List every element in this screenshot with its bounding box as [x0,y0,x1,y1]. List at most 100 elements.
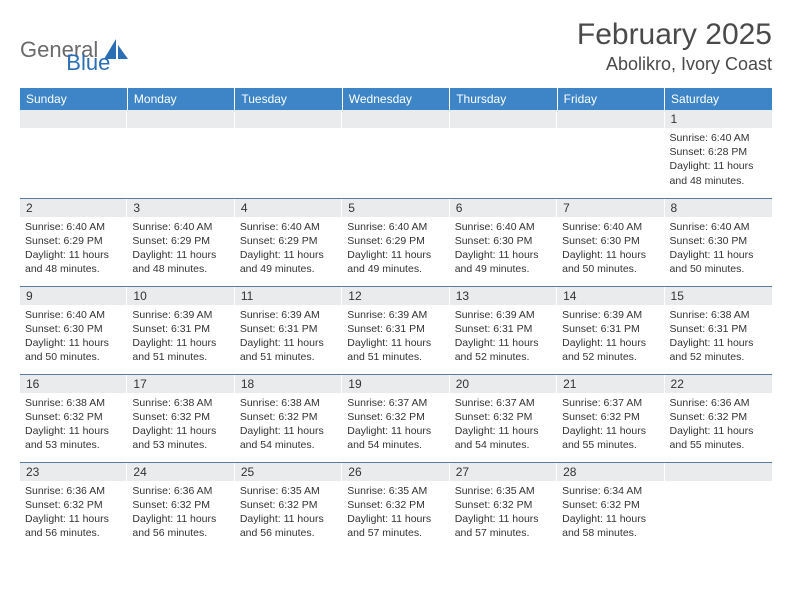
sunset-text: Sunset: 6:32 PM [562,498,659,512]
day-number: 26 [342,463,449,481]
day-details: Sunrise: 6:40 AMSunset: 6:30 PMDaylight:… [450,217,557,279]
sunrise-text: Sunrise: 6:38 AM [25,396,122,410]
day-details: Sunrise: 6:39 AMSunset: 6:31 PMDaylight:… [235,305,342,367]
sunrise-text: Sunrise: 6:37 AM [455,396,552,410]
day-details: Sunrise: 6:40 AMSunset: 6:29 PMDaylight:… [20,217,127,279]
daylight-text: Daylight: 11 hours and 49 minutes. [240,248,337,276]
day-details: Sunrise: 6:40 AMSunset: 6:30 PMDaylight:… [20,305,127,367]
sunset-text: Sunset: 6:31 PM [347,322,444,336]
day-number [342,110,449,128]
day-number [557,110,664,128]
day-number: 15 [665,287,772,305]
calendar-cell: 16Sunrise: 6:38 AMSunset: 6:32 PMDayligh… [20,374,127,462]
title-block: February 2025 Abolikro, Ivory Coast [577,18,772,75]
sunset-text: Sunset: 6:32 PM [455,410,552,424]
daylight-text: Daylight: 11 hours and 58 minutes. [562,512,659,540]
brand-text-2: Blue [66,50,110,76]
dayhead-mon: Monday [127,88,234,110]
sunset-text: Sunset: 6:31 PM [132,322,229,336]
calendar-cell: 25Sunrise: 6:35 AMSunset: 6:32 PMDayligh… [235,462,342,550]
sunrise-text: Sunrise: 6:40 AM [562,220,659,234]
day-number: 12 [342,287,449,305]
day-details: Sunrise: 6:40 AMSunset: 6:29 PMDaylight:… [235,217,342,279]
calendar-cell [557,110,664,198]
page-header: General Blue February 2025 Abolikro, Ivo… [20,18,772,76]
calendar-cell: 20Sunrise: 6:37 AMSunset: 6:32 PMDayligh… [450,374,557,462]
daylight-text: Daylight: 11 hours and 50 minutes. [562,248,659,276]
day-details: Sunrise: 6:37 AMSunset: 6:32 PMDaylight:… [450,393,557,455]
sunset-text: Sunset: 6:29 PM [347,234,444,248]
sunset-text: Sunset: 6:32 PM [25,410,122,424]
sunset-text: Sunset: 6:31 PM [455,322,552,336]
sunrise-text: Sunrise: 6:39 AM [132,308,229,322]
sunset-text: Sunset: 6:32 PM [670,410,767,424]
daylight-text: Daylight: 11 hours and 48 minutes. [25,248,122,276]
daylight-text: Daylight: 11 hours and 52 minutes. [455,336,552,364]
calendar-cell: 23Sunrise: 6:36 AMSunset: 6:32 PMDayligh… [20,462,127,550]
calendar-cell: 8Sunrise: 6:40 AMSunset: 6:30 PMDaylight… [665,198,772,286]
sunrise-text: Sunrise: 6:39 AM [347,308,444,322]
calendar-body: 1Sunrise: 6:40 AMSunset: 6:28 PMDaylight… [20,110,772,550]
sunrise-text: Sunrise: 6:35 AM [455,484,552,498]
day-details: Sunrise: 6:36 AMSunset: 6:32 PMDaylight:… [20,481,127,543]
day-number: 5 [342,199,449,217]
day-details: Sunrise: 6:39 AMSunset: 6:31 PMDaylight:… [450,305,557,367]
calendar-cell: 22Sunrise: 6:36 AMSunset: 6:32 PMDayligh… [665,374,772,462]
calendar-cell: 11Sunrise: 6:39 AMSunset: 6:31 PMDayligh… [235,286,342,374]
dayhead-sun: Sunday [20,88,127,110]
daylight-text: Daylight: 11 hours and 54 minutes. [240,424,337,452]
sunrise-text: Sunrise: 6:39 AM [455,308,552,322]
day-details: Sunrise: 6:40 AMSunset: 6:29 PMDaylight:… [127,217,234,279]
sunset-text: Sunset: 6:32 PM [347,410,444,424]
day-details: Sunrise: 6:35 AMSunset: 6:32 PMDaylight:… [342,481,449,543]
day-details: Sunrise: 6:35 AMSunset: 6:32 PMDaylight:… [235,481,342,543]
calendar-cell: 6Sunrise: 6:40 AMSunset: 6:30 PMDaylight… [450,198,557,286]
daylight-text: Daylight: 11 hours and 56 minutes. [132,512,229,540]
calendar-cell: 14Sunrise: 6:39 AMSunset: 6:31 PMDayligh… [557,286,664,374]
sunset-text: Sunset: 6:31 PM [670,322,767,336]
day-details: Sunrise: 6:40 AMSunset: 6:30 PMDaylight:… [665,217,772,279]
day-number: 11 [235,287,342,305]
sunrise-text: Sunrise: 6:37 AM [347,396,444,410]
sunset-text: Sunset: 6:32 PM [25,498,122,512]
daylight-text: Daylight: 11 hours and 50 minutes. [670,248,767,276]
calendar-cell: 7Sunrise: 6:40 AMSunset: 6:30 PMDaylight… [557,198,664,286]
sunrise-text: Sunrise: 6:38 AM [132,396,229,410]
brand-logo: General Blue [20,18,110,76]
dayhead-tue: Tuesday [235,88,342,110]
sunset-text: Sunset: 6:32 PM [455,498,552,512]
sunrise-text: Sunrise: 6:35 AM [347,484,444,498]
day-number [235,110,342,128]
calendar-cell: 2Sunrise: 6:40 AMSunset: 6:29 PMDaylight… [20,198,127,286]
daylight-text: Daylight: 11 hours and 48 minutes. [670,159,767,187]
sunset-text: Sunset: 6:31 PM [240,322,337,336]
daylight-text: Daylight: 11 hours and 52 minutes. [562,336,659,364]
daylight-text: Daylight: 11 hours and 50 minutes. [25,336,122,364]
day-number: 6 [450,199,557,217]
sunrise-text: Sunrise: 6:36 AM [25,484,122,498]
daylight-text: Daylight: 11 hours and 51 minutes. [347,336,444,364]
calendar-cell [342,110,449,198]
day-details: Sunrise: 6:35 AMSunset: 6:32 PMDaylight:… [450,481,557,543]
dayhead-wed: Wednesday [342,88,449,110]
calendar-cell: 28Sunrise: 6:34 AMSunset: 6:32 PMDayligh… [557,462,664,550]
day-number: 17 [127,375,234,393]
day-number: 20 [450,375,557,393]
sunset-text: Sunset: 6:29 PM [25,234,122,248]
daylight-text: Daylight: 11 hours and 56 minutes. [25,512,122,540]
dayhead-sat: Saturday [665,88,772,110]
day-number: 25 [235,463,342,481]
sunrise-text: Sunrise: 6:40 AM [25,308,122,322]
calendar-row: 23Sunrise: 6:36 AMSunset: 6:32 PMDayligh… [20,462,772,550]
sunrise-text: Sunrise: 6:39 AM [240,308,337,322]
sunset-text: Sunset: 6:32 PM [562,410,659,424]
day-details: Sunrise: 6:38 AMSunset: 6:32 PMDaylight:… [127,393,234,455]
day-number: 21 [557,375,664,393]
day-number: 27 [450,463,557,481]
daylight-text: Daylight: 11 hours and 51 minutes. [132,336,229,364]
day-number: 7 [557,199,664,217]
calendar-cell: 18Sunrise: 6:38 AMSunset: 6:32 PMDayligh… [235,374,342,462]
day-details: Sunrise: 6:36 AMSunset: 6:32 PMDaylight:… [127,481,234,543]
day-number: 10 [127,287,234,305]
calendar-cell: 5Sunrise: 6:40 AMSunset: 6:29 PMDaylight… [342,198,449,286]
